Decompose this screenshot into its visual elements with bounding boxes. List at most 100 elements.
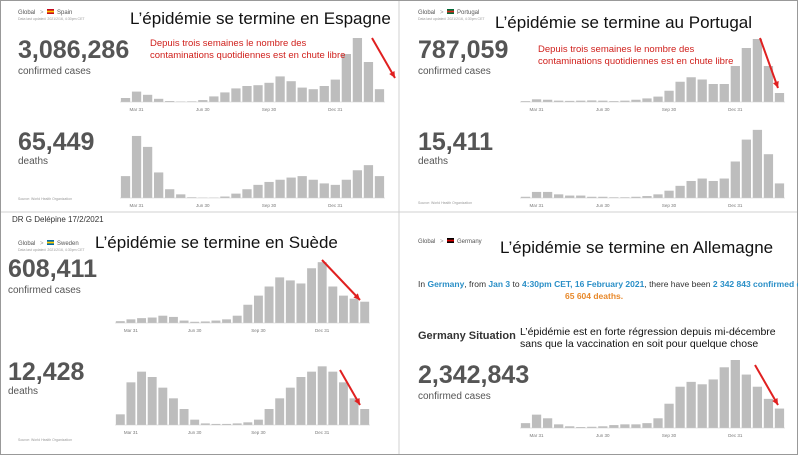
bar [774, 183, 785, 198]
bar [609, 425, 619, 428]
sentence-part: Germany [427, 279, 464, 289]
bar [730, 66, 740, 102]
bar [520, 423, 531, 428]
bar [620, 100, 630, 102]
bar [587, 196, 597, 198]
cases-label: confirmed cases [418, 391, 491, 402]
bar [609, 101, 619, 102]
annotation: sans que la vaccination en soit pour que… [520, 338, 758, 350]
breadcrumb-separator: > [440, 10, 444, 16]
source: Source: World Health Organization [18, 197, 72, 201]
situation: Germany Situation [418, 330, 516, 342]
sentence-part: Jan 3 [488, 279, 510, 289]
bar [264, 181, 274, 198]
annotation: Depuis trois semaines le nombre des [538, 44, 695, 55]
x-tick-label: Mar 31 [124, 430, 139, 435]
flag [47, 10, 54, 13]
sentence-part: In [418, 279, 427, 289]
bar [774, 408, 785, 428]
cases-label: confirmed cases [418, 66, 491, 77]
bar [319, 86, 329, 102]
bar [653, 96, 663, 102]
bar [330, 184, 340, 198]
bar [190, 321, 200, 323]
bar [176, 194, 186, 198]
bar [200, 423, 210, 425]
bar [209, 96, 219, 102]
breadcrumb: Global [418, 239, 435, 245]
arrow-head [772, 398, 778, 405]
bar [187, 101, 197, 102]
bar [253, 184, 263, 198]
x-tick-label: Jun 30 [596, 203, 610, 208]
bar [664, 190, 674, 198]
bar [220, 196, 230, 198]
arrow [759, 37, 779, 89]
updated: Data last updated: 2021/2/16, 4:30pm CET [18, 248, 85, 252]
bar [576, 427, 586, 428]
x-tick-label: Sep 30 [262, 203, 277, 208]
bar [338, 382, 348, 425]
bar [154, 172, 164, 198]
cases-total: 3,086,286 [18, 36, 129, 64]
bar [137, 371, 147, 425]
bar [631, 424, 641, 428]
bar [253, 85, 263, 102]
bar [653, 418, 663, 428]
bar [653, 194, 663, 198]
sentence: 65 604 deaths. [565, 291, 623, 301]
sentence-part: , there have been [644, 279, 713, 289]
bar [374, 89, 385, 102]
bar [165, 189, 175, 198]
x-tick-label: Dec 31 [728, 107, 743, 112]
annotation: contaminations quotidiennes est en chute… [538, 56, 733, 67]
title: L’épidémie se termine en Allemagne [500, 238, 773, 257]
bar [531, 191, 542, 198]
bar [719, 84, 729, 102]
bar [675, 185, 685, 198]
breadcrumb-separator: > [40, 10, 44, 16]
bar [752, 386, 763, 428]
bar [664, 90, 674, 102]
bar [285, 280, 295, 323]
bar [360, 301, 370, 323]
bar [131, 91, 142, 102]
x-tick-label: Dec 31 [728, 433, 743, 438]
x-tick-label: Mar 31 [130, 203, 145, 208]
bar [708, 84, 718, 102]
bar [275, 277, 285, 323]
bar [576, 195, 586, 198]
arrow-head [353, 293, 360, 300]
deaths-total: 15,411 [418, 128, 493, 156]
bar [328, 286, 338, 323]
bar [520, 196, 531, 198]
bar [741, 139, 751, 198]
bar [609, 197, 619, 198]
bar [542, 418, 553, 428]
bar [675, 386, 685, 428]
bar [349, 298, 359, 323]
x-tick-label: Mar 31 [124, 328, 139, 333]
bar [275, 398, 285, 425]
bar [317, 262, 327, 323]
bar [598, 426, 608, 428]
bar [242, 86, 252, 102]
bar [631, 99, 641, 102]
country: Germany [457, 239, 482, 245]
bar [308, 179, 318, 198]
bar [341, 54, 351, 102]
breadcrumb-separator: > [440, 239, 444, 245]
deaths-total: 12,428 [8, 358, 85, 386]
bar [598, 100, 608, 102]
bar [126, 319, 136, 323]
x-tick-label: Mar 31 [530, 107, 545, 112]
x-tick-label: Sep 30 [662, 107, 677, 112]
bar [264, 286, 274, 323]
bar [286, 177, 296, 198]
bar [319, 183, 329, 198]
bar [158, 387, 168, 425]
bar [730, 161, 740, 198]
bar [231, 193, 241, 198]
bar [222, 423, 232, 425]
